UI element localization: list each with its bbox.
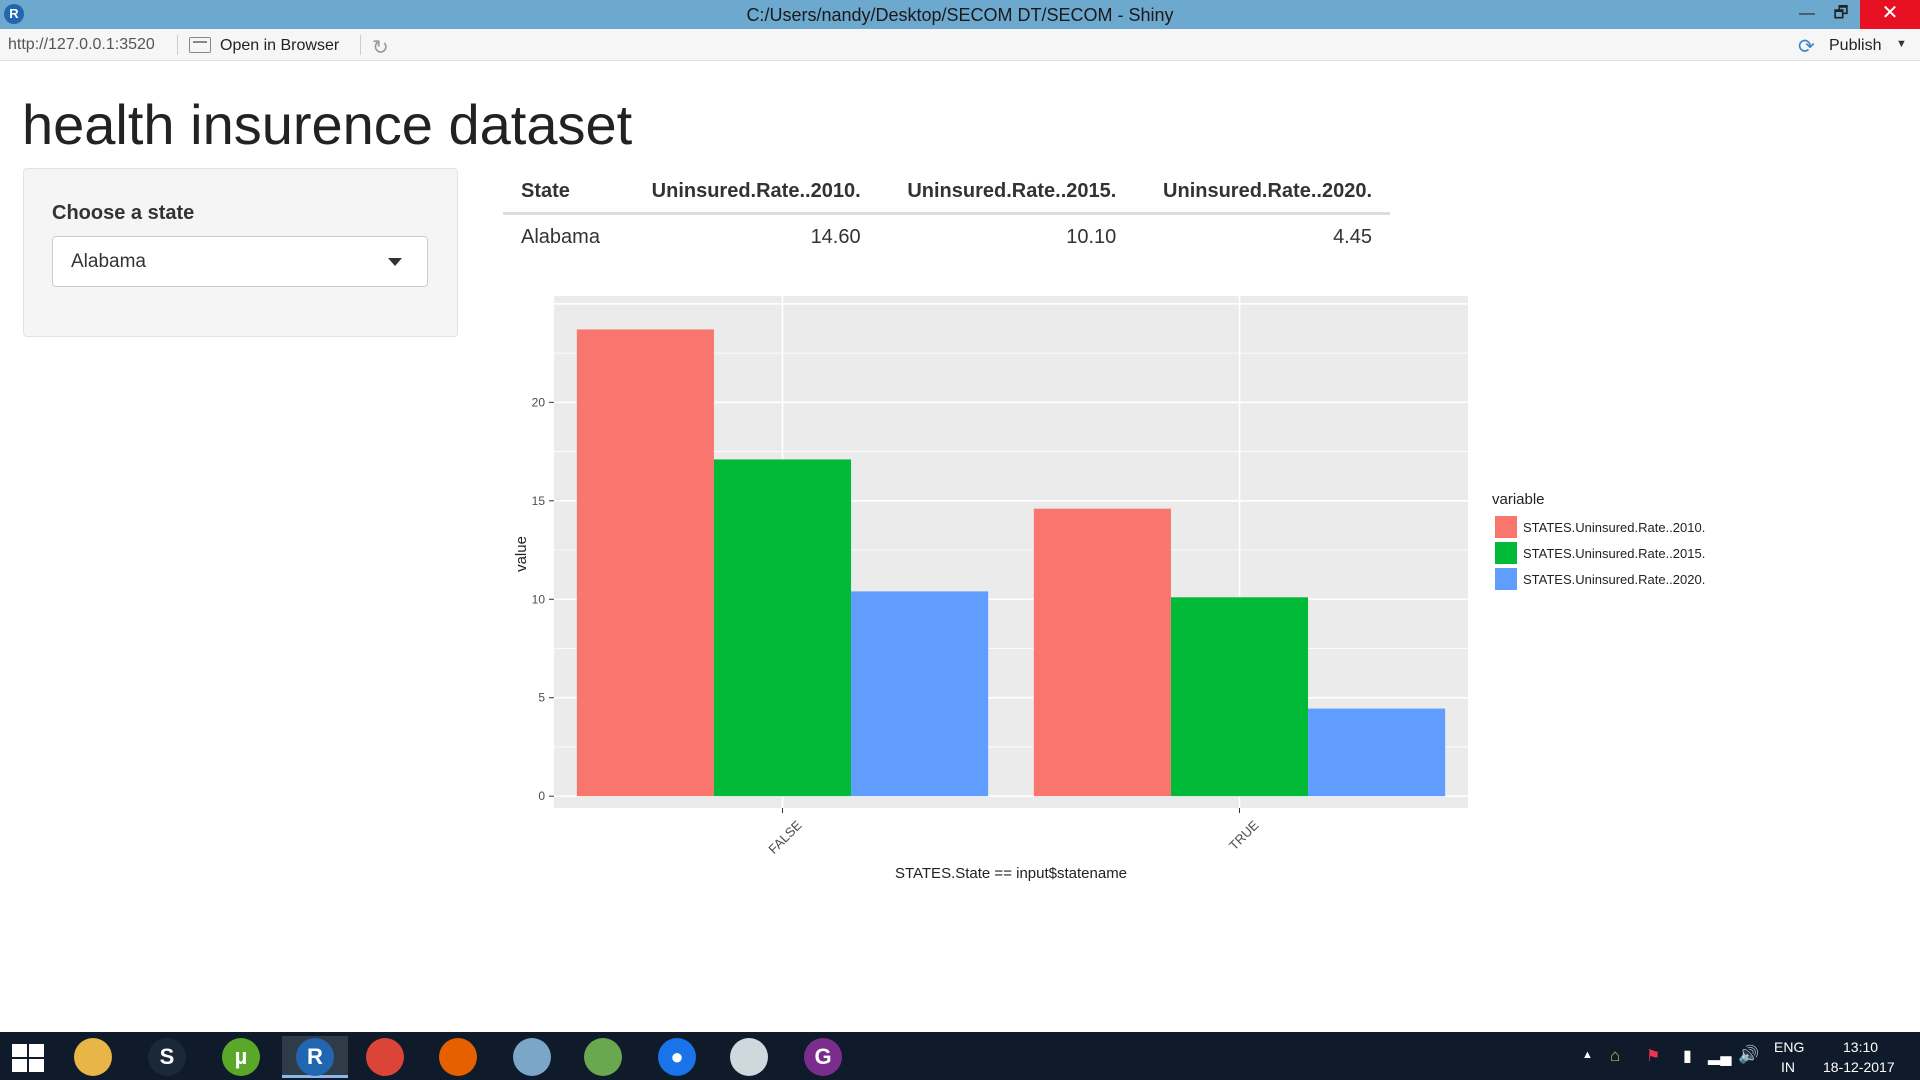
chrome-icon — [366, 1038, 404, 1076]
network-icon[interactable]: ⌂ — [1610, 1046, 1621, 1065]
y-axis-label: value — [513, 536, 530, 572]
legend: variable STATES.Uninsured.Rate..2010. STAT… — [1492, 491, 1705, 590]
taskbar-file-explorer-button[interactable] — [60, 1036, 126, 1078]
legend-swatch — [1495, 568, 1517, 590]
legend-label: STATES.Uninsured.Rate..2020. — [1523, 572, 1705, 587]
table-cell: Alabama — [521, 225, 600, 248]
taskbar-utorrent-button[interactable]: µ — [208, 1036, 274, 1078]
firefox-icon — [439, 1038, 477, 1076]
y-tick-label: 20 — [532, 395, 546, 409]
title-bar: R C:/Users/nandy/Desktop/SECOM DT/SECOM … — [0, 0, 1920, 29]
state-select[interactable]: Alabama — [52, 236, 428, 287]
utorrent-icon: µ — [222, 1038, 260, 1076]
steam-icon: S — [148, 1038, 186, 1076]
legend-label: STATES.Uninsured.Rate..2010. — [1523, 520, 1705, 535]
bars — [576, 329, 1446, 797]
r-app-icon: R — [4, 4, 24, 24]
windows-start-icon[interactable] — [12, 1044, 46, 1074]
taskbar-notes-button[interactable] — [499, 1036, 565, 1078]
state-select-value: Alabama — [71, 251, 146, 272]
table-header: Uninsured.Rate..2010. — [622, 172, 879, 215]
battery-icon[interactable]: ▮ — [1683, 1048, 1692, 1065]
publish-button[interactable]: Publish — [1829, 37, 1882, 54]
r-icon: R — [296, 1038, 334, 1076]
x-tick-label: TRUE — [1226, 817, 1262, 853]
taskbar-r-button[interactable]: R — [282, 1036, 348, 1078]
bar — [713, 459, 852, 797]
clock-date[interactable]: 18-12-2017 — [1823, 1059, 1895, 1075]
y-tick-label: 0 — [538, 789, 545, 803]
y-tick-label: 5 — [538, 691, 545, 705]
flag-icon[interactable]: ⚑ — [1646, 1048, 1661, 1065]
publish-icon[interactable]: ⟳ — [1798, 36, 1815, 58]
legend-swatch — [1495, 516, 1517, 538]
state-select-label: Choose a state — [52, 202, 195, 224]
file-explorer-icon — [74, 1038, 112, 1076]
toolbar-divider — [360, 35, 361, 55]
pdf-icon: G — [804, 1038, 842, 1076]
legend-title: variable — [1492, 491, 1545, 508]
open-in-browser-button[interactable]: Open in Browser — [220, 37, 340, 54]
x-axis-label: STATES.State == input$statename — [895, 865, 1127, 882]
tray-up-arrow-icon[interactable]: ▲ — [1582, 1049, 1593, 1061]
y-tick-label: 15 — [532, 494, 546, 508]
bar — [851, 591, 989, 797]
taskbar-pdf-button[interactable]: G — [790, 1036, 856, 1078]
taskbar-notepad-button[interactable] — [570, 1036, 636, 1078]
signal-icon[interactable]: ▂▄ — [1708, 1048, 1732, 1065]
taskbar-maps-button[interactable]: ● — [644, 1036, 710, 1078]
bar — [1033, 508, 1171, 797]
refresh-icon[interactable]: ↻ — [372, 37, 389, 59]
url-text: http://127.0.0.1:3520 — [8, 36, 155, 53]
notes-icon — [513, 1038, 551, 1076]
taskbar-chrome-button[interactable] — [352, 1036, 418, 1078]
archive-icon — [730, 1038, 768, 1076]
x-tick-label: FALSE — [765, 817, 804, 856]
sidebar-panel: Choose a state Alabama — [23, 168, 458, 337]
table-header-row: State Uninsured.Rate..2010. Uninsured.Ra… — [503, 172, 1390, 215]
table-cell: 10.10 — [1066, 225, 1117, 248]
region-indicator[interactable]: IN — [1781, 1059, 1795, 1075]
bar — [1170, 597, 1309, 797]
taskbar-firefox-button[interactable] — [425, 1036, 491, 1078]
table-row: Alabama 14.60 10.10 4.45 — [503, 213, 1390, 260]
viewer-toolbar: http://127.0.0.1:3520 Open in Browser ↻ … — [0, 29, 1920, 61]
legend-swatch — [1495, 542, 1517, 564]
table-header: State — [503, 172, 623, 215]
browser-window-icon[interactable] — [189, 37, 211, 53]
toolbar-divider — [177, 35, 178, 55]
state-table: State Uninsured.Rate..2010. Uninsured.Ra… — [503, 172, 1390, 260]
publish-dropdown-caret-icon[interactable]: ▼ — [1896, 38, 1907, 50]
taskbar-steam-button[interactable]: S — [134, 1036, 200, 1078]
bar — [576, 329, 714, 797]
table-header: Uninsured.Rate..2015. — [878, 172, 1135, 215]
table-cell: 4.45 — [1333, 225, 1372, 248]
notepad-icon — [584, 1038, 622, 1076]
clock-time[interactable]: 13:10 — [1843, 1039, 1879, 1055]
minimize-button[interactable]: — — [1799, 5, 1815, 22]
maps-icon: ● — [658, 1038, 696, 1076]
bar — [1308, 708, 1446, 797]
table-header: Uninsured.Rate..2020. — [1134, 172, 1390, 215]
taskbar-archive-button[interactable] — [716, 1036, 782, 1078]
chevron-down-icon[interactable] — [388, 258, 402, 266]
language-indicator[interactable]: ENG — [1774, 1039, 1805, 1055]
volume-icon[interactable]: 🔊 — [1738, 1045, 1760, 1064]
window-title: C:/Users/nandy/Desktop/SECOM DT/SECOM - … — [746, 5, 1174, 25]
close-button[interactable]: ✕ — [1860, 0, 1920, 29]
bar-chart: 0 5 10 15 20 FALSE TRUE value STATES.State == … — [513, 296, 1705, 882]
y-tick-label: 10 — [532, 592, 546, 606]
maximize-button[interactable]: 🗗 — [1833, 5, 1849, 22]
legend-label: STATES.Uninsured.Rate..2015. — [1523, 546, 1705, 561]
table-cell: 14.60 — [810, 225, 861, 248]
page-title: health insurence dataset — [22, 93, 633, 156]
